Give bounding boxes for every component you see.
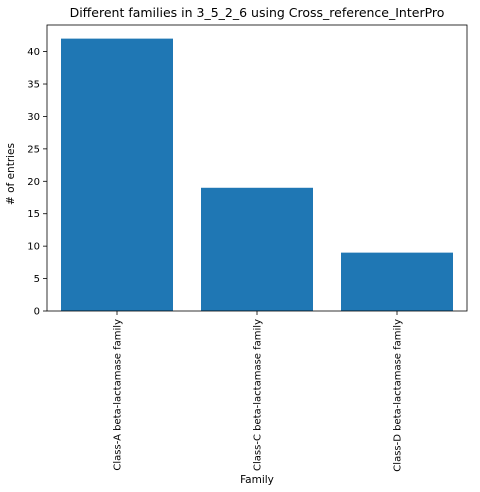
bar-3 bbox=[341, 252, 453, 311]
x-tick-label: Class-D beta-lactamase family bbox=[393, 319, 404, 472]
y-axis: 0 5 10 15 20 25 30 35 40 bbox=[27, 47, 47, 318]
plot-frame bbox=[46, 24, 468, 312]
x-axis: Class-A beta-lactamase family Class-C bet… bbox=[113, 311, 404, 472]
axes-spines bbox=[46, 24, 468, 312]
y-tick-label: 0 bbox=[34, 307, 40, 318]
y-tick-label: 30 bbox=[27, 112, 40, 123]
y-tick-label: 35 bbox=[27, 80, 40, 91]
x-tick-label: Class-C beta-lactamase family bbox=[253, 319, 264, 471]
chart-title: Different families in 3_5_2_6 using Cros… bbox=[70, 5, 445, 20]
y-axis-label: # of entries bbox=[5, 143, 17, 205]
y-tick-label: 20 bbox=[27, 177, 40, 188]
x-tick-label: Class-A beta-lactamase family bbox=[113, 319, 124, 471]
bar-2 bbox=[201, 187, 313, 311]
y-tick-label: 10 bbox=[27, 242, 40, 253]
y-tick-label: 25 bbox=[27, 144, 40, 155]
bars-group bbox=[61, 38, 453, 312]
y-tick-label: 15 bbox=[27, 209, 40, 220]
bar-1 bbox=[61, 38, 173, 312]
y-tick-label: 5 bbox=[34, 274, 40, 285]
x-axis-label: Family bbox=[240, 474, 274, 486]
y-tick-label: 40 bbox=[27, 47, 40, 58]
